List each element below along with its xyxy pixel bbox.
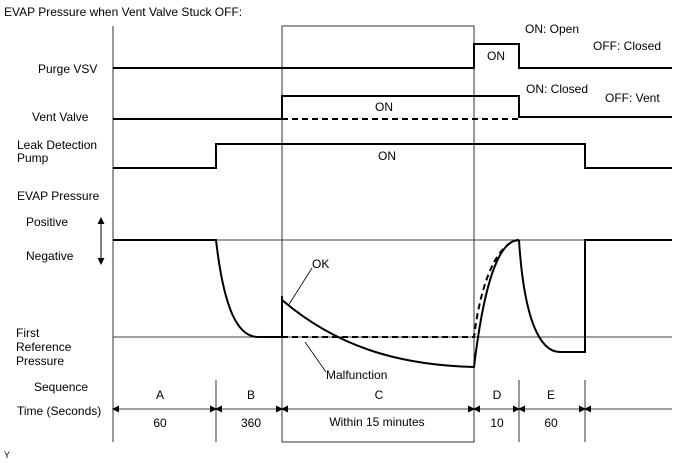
pressure-curve-a-b xyxy=(113,239,282,338)
vent-on-note: ON: Closed xyxy=(526,82,588,96)
malfunction-label: Malfunction xyxy=(326,368,387,382)
evap-pressure-curves xyxy=(113,239,672,369)
sequence-label: Sequence xyxy=(34,380,88,394)
positive-label: Positive xyxy=(26,215,68,229)
ok-leader-line xyxy=(287,267,313,307)
sequence-time-e: 60 xyxy=(544,416,558,430)
leak-pump-signal xyxy=(113,143,672,169)
sequence-time-a: 60 xyxy=(153,416,167,430)
first-ref-label-line1: First xyxy=(16,326,40,340)
corner-mark: Y xyxy=(4,450,10,460)
vent-valve-signal-ok xyxy=(113,95,672,120)
sequence-letter-e: E xyxy=(547,388,555,402)
purge-vsv-on-text: ON xyxy=(487,49,505,63)
pressure-curve-e xyxy=(518,239,672,353)
sequence-letter-d: D xyxy=(493,388,502,402)
purge-vsv-signal xyxy=(113,43,672,69)
diagram-title: EVAP Pressure when Vent Valve Stuck OFF: xyxy=(4,5,242,19)
first-ref-label-line2: Reference xyxy=(16,340,72,354)
purge-vsv-label: Purge VSV xyxy=(38,62,97,76)
evap-pressure-label: EVAP Pressure xyxy=(17,189,100,203)
leak-pump-label-line2: Pump xyxy=(17,151,49,165)
sequence-letter-a: A xyxy=(156,388,164,402)
vent-valve-label: Vent Valve xyxy=(32,110,89,124)
ok-label: OK xyxy=(312,257,329,271)
leak-pump-label-line1: Leak Detection xyxy=(17,138,97,152)
leak-pump-on-text: ON xyxy=(378,149,396,163)
malfunction-leader-line xyxy=(304,341,327,373)
negative-label: Negative xyxy=(26,249,74,263)
purge-on-note: ON: Open xyxy=(525,22,579,36)
ok-pressure-curve xyxy=(281,239,520,369)
malfunction-pressure-curve xyxy=(282,239,520,338)
sequence-time-b: 360 xyxy=(241,416,261,430)
vent-valve-on-text: ON xyxy=(375,100,393,114)
sequence-letter-c: C xyxy=(375,388,384,402)
sequence-time-c: Within 15 minutes xyxy=(329,415,424,429)
vent-off-note: OFF: Vent xyxy=(605,91,660,105)
first-ref-label-line3: Pressure xyxy=(16,354,64,368)
sequence-time-d: 10 xyxy=(490,416,504,430)
sequence-c-frame xyxy=(281,25,475,443)
sequence-letter-b: B xyxy=(247,388,255,402)
time-seconds-label: Time (Seconds) xyxy=(17,404,101,418)
purge-off-note: OFF: Closed xyxy=(593,39,661,53)
